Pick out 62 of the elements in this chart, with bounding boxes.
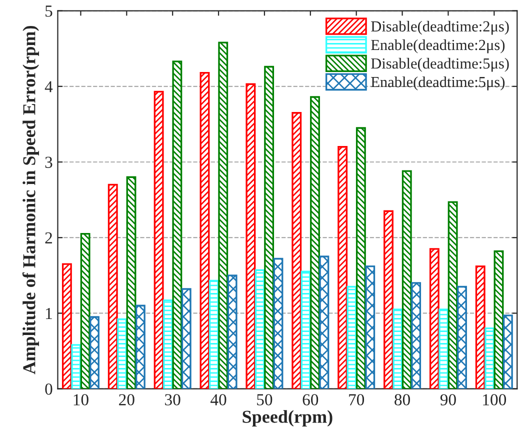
bar: [438, 308, 449, 389]
x-tick-label: 90: [440, 394, 456, 406]
bar: [365, 265, 376, 389]
bar: [71, 344, 82, 389]
bar: [172, 60, 182, 389]
bar: [117, 318, 128, 389]
x-tick-label: 50: [257, 394, 272, 406]
bar: [300, 270, 311, 389]
bar: [218, 42, 228, 389]
bar: [292, 112, 302, 389]
bar: [457, 286, 467, 389]
bar: [135, 304, 146, 389]
bar: [163, 300, 173, 389]
bar: [254, 269, 265, 389]
bar: [208, 280, 219, 389]
bar: [319, 256, 330, 389]
x-tick-label: 100: [483, 394, 506, 406]
y-tick-label: 2: [45, 232, 52, 244]
bar: [411, 282, 422, 389]
bar: [108, 184, 118, 389]
bar: [448, 201, 458, 389]
x-tick-label: 40: [210, 394, 226, 406]
x-tick-label: 60: [302, 394, 318, 406]
bar: [154, 90, 164, 389]
bar: [475, 265, 486, 389]
bar: [181, 288, 192, 389]
x-axis-title: Speed(rpm): [242, 410, 332, 427]
bar: [310, 96, 320, 389]
y-tick-label: 4: [44, 81, 53, 92]
bar: [246, 83, 256, 389]
bar: [200, 72, 210, 389]
legend-label: Enable(deadtime:2μs): [371, 39, 505, 54]
bar: [126, 176, 136, 389]
bar: [264, 66, 274, 389]
bar: [273, 258, 284, 389]
y-tick-label: 0: [45, 384, 52, 395]
bar: [80, 232, 90, 389]
bar: [90, 316, 100, 389]
y-tick-label: 1: [46, 308, 52, 319]
bar: [384, 210, 394, 389]
bar: [62, 263, 72, 389]
x-tick-label: 20: [119, 394, 134, 406]
x-tick-label: 10: [74, 394, 88, 406]
bar: [338, 146, 348, 389]
bar: [392, 308, 403, 389]
bar: [227, 274, 238, 389]
bar: [346, 286, 357, 389]
bar: [502, 314, 513, 389]
bar: [484, 327, 495, 389]
y-tick-label: 3: [45, 156, 52, 168]
y-tick-label: 5: [46, 6, 52, 17]
bar: [429, 248, 440, 389]
x-tick-label: 30: [165, 394, 180, 406]
y-axis-title: Amplitude of Harmonic in Speed Error(rpm): [22, 26, 39, 374]
bar: [356, 127, 366, 389]
x-tick-label: 70: [349, 394, 364, 406]
legend-label: Enable(deadtime:5μs): [371, 76, 505, 90]
legend-label: Disable(deadtime:2μs): [371, 20, 509, 35]
x-tick-label: 80: [394, 394, 410, 406]
bar: [494, 250, 504, 389]
legend-label: Disable(deadtime:5μs): [371, 58, 509, 72]
bar: [402, 170, 412, 389]
